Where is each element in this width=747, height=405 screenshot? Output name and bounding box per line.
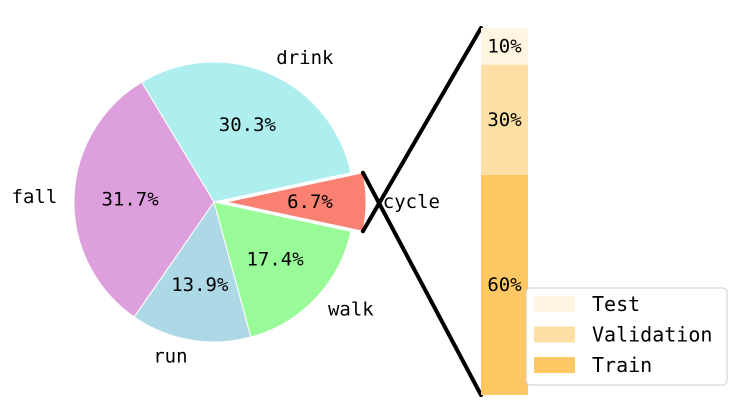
- legend-swatch-validation: [534, 326, 575, 343]
- connector-lines: [360, 26, 483, 397]
- pie-slice-run: [133, 200, 252, 343]
- bar-segment-train: [481, 174, 528, 395]
- pie-slice-fall: [73, 81, 215, 318]
- connector-line-top: [360, 26, 483, 234]
- pie-label-drink: drink: [276, 47, 334, 69]
- legend-swatch-test: [534, 296, 575, 312]
- legend-swatch-train: [534, 357, 575, 373]
- pie-pct-label-fall: 31.7%: [101, 188, 159, 210]
- connector-line-bottom: [360, 170, 483, 397]
- legend-frame: [525, 287, 728, 386]
- bar-segment-test: [481, 28, 528, 65]
- pie-slice-walk: [213, 201, 352, 338]
- stacked-bar: 60% 30% 10%: [481, 28, 528, 395]
- pie-pct-label-run: 13.9%: [171, 274, 229, 296]
- pie-pct-label-cycle: 6.7%: [287, 191, 333, 213]
- pie-pct-label-drink: 30.3%: [219, 114, 277, 136]
- bar-label-validation: 30%: [487, 109, 522, 131]
- legend-label-test: Test: [592, 292, 640, 316]
- pie-chart: 6.7% cycle 30.3% drink 31.7% fall 13.9% run 17.4…: [12, 47, 440, 367]
- bar-label-train: 60%: [487, 274, 522, 296]
- pie-slice-drink: [140, 61, 352, 203]
- legend-label-train: Train: [592, 353, 652, 377]
- bar-label-test: 10%: [487, 35, 522, 57]
- legend-label-validation: Validation: [592, 323, 712, 347]
- bar-segment-validation: [481, 64, 528, 175]
- pie-pct-label-walk: 17.4%: [246, 249, 304, 271]
- pie-label-cycle: cycle: [383, 191, 440, 213]
- pie-label-fall: fall: [12, 186, 58, 208]
- legend: Test Validation Train: [525, 287, 728, 386]
- pie-label-walk: walk: [328, 299, 374, 321]
- pie-label-run: run: [153, 346, 187, 368]
